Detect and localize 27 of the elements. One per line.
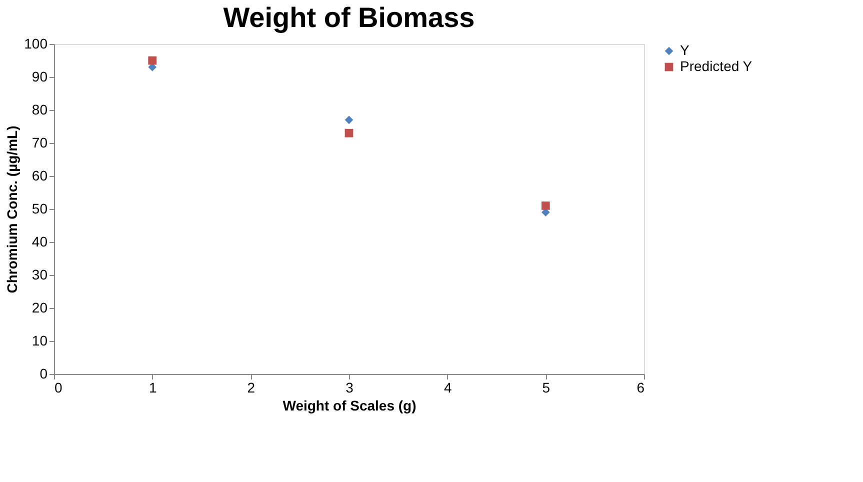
y-tick-label: 10 <box>32 332 48 348</box>
y-tick-label: 50 <box>32 200 48 216</box>
x-tick-label: 0 <box>54 380 62 396</box>
point <box>541 202 550 210</box>
x-tick-label: 1 <box>148 380 157 396</box>
x-axis-title: Weight of Scales (g) <box>282 398 416 414</box>
chart-title: Weight of Biomass <box>223 2 475 33</box>
y-tick-label: 0 <box>40 366 48 382</box>
legend-label: Y <box>680 42 690 58</box>
y-tick-label: 30 <box>32 266 48 282</box>
point <box>148 56 157 65</box>
point <box>344 116 354 124</box>
y-tick-label: 80 <box>32 102 48 118</box>
y-tick-label: 40 <box>32 234 48 250</box>
x-tick-label: 6 <box>636 380 645 396</box>
x-tick-label: 3 <box>346 380 354 396</box>
y-tick-label: 70 <box>32 134 48 150</box>
y-tick-label: 90 <box>32 68 48 84</box>
x-tick-label: 2 <box>247 380 256 396</box>
x-tick-label: 5 <box>542 380 550 396</box>
legend-label: Predicted Y <box>680 58 753 74</box>
x-tick-label: 4 <box>444 380 452 396</box>
y-axis-title: Chromium Conc. (µg/mL) <box>4 126 20 294</box>
point <box>344 128 354 138</box>
y-tick-label: 20 <box>32 300 48 316</box>
y-tick-label: 60 <box>32 168 48 184</box>
y-tick-label: 100 <box>24 36 48 52</box>
